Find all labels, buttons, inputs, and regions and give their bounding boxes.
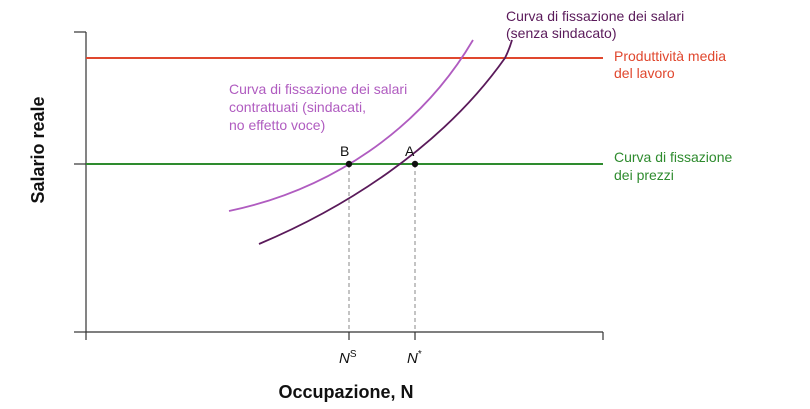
price-setting-label-1: Curva di fissazione xyxy=(614,149,732,165)
union-wage-label-1: Curva di fissazione dei salari xyxy=(229,81,407,97)
point-a-marker xyxy=(411,160,419,168)
point-a-label: A xyxy=(405,143,415,159)
union-wage-label-2: contrattuati (sindacati, xyxy=(229,99,366,115)
x-tick-label-nstar: N* xyxy=(407,349,422,367)
point-b-marker xyxy=(345,160,353,168)
union-wage-label-3: no effetto voce) xyxy=(229,117,325,133)
productivity-label-2: del lavoro xyxy=(614,65,675,81)
price-setting-label-2: dei prezzi xyxy=(614,167,674,183)
union-wage-setting-curve xyxy=(228,39,474,212)
wage-setting-label-2: (senza sindacato) xyxy=(506,25,617,41)
y-axis-title: Salario reale xyxy=(28,96,48,203)
wage-setting-label-1: Curva di fissazione dei salari xyxy=(506,8,684,24)
x-tick-label-ns: NS xyxy=(339,349,357,367)
productivity-label-1: Produttività media xyxy=(614,48,726,64)
x-axis-title: Occupazione, N xyxy=(278,382,413,402)
wage-setting-curve xyxy=(258,39,513,245)
point-b-label: B xyxy=(340,143,349,159)
